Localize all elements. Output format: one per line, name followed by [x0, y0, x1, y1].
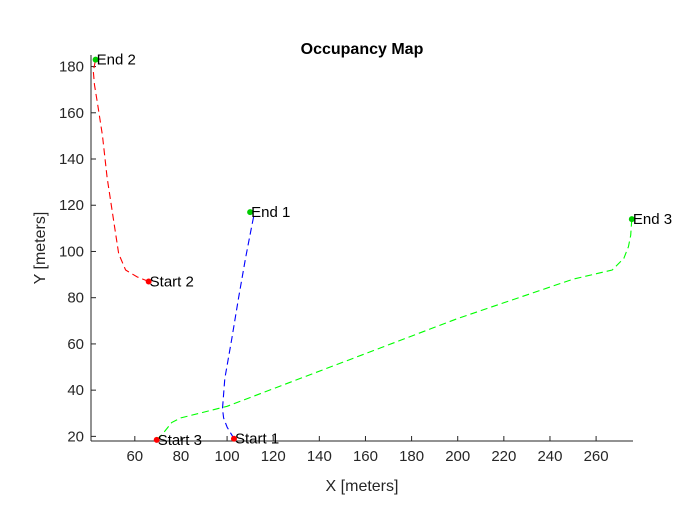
start-end-markers: Start 1 End 1 Start 2 End 2 Start 3 End 3 — [92, 52, 672, 449]
y-tick-label: 180 — [59, 59, 84, 76]
end-3-marker — [628, 216, 635, 223]
trajectory-3-line — [156, 219, 633, 441]
x-tick-label: 140 — [307, 448, 332, 465]
end-2-marker — [92, 56, 99, 63]
start-2-label: Start 2 — [150, 274, 194, 291]
x-tick-label: 80 — [173, 448, 190, 465]
end-1-label: End 1 — [251, 204, 290, 221]
x-tick-label: 240 — [537, 448, 562, 465]
trajectory-2-line — [92, 59, 149, 283]
y-tick-label: 20 — [67, 428, 84, 445]
y-tick-label: 140 — [59, 151, 84, 168]
end-2-label: End 2 — [97, 52, 136, 69]
trajectory-1-line — [221, 211, 255, 439]
x-tick-label: 180 — [399, 448, 424, 465]
start-1-marker — [230, 435, 237, 442]
x-tick-label: 260 — [584, 448, 609, 465]
chart-title: Occupancy Map — [301, 41, 424, 58]
start-3-label: Start 3 — [158, 432, 202, 449]
x-tick-label: 200 — [445, 448, 470, 465]
y-tick-label: 120 — [59, 197, 84, 214]
x-tick-label: 220 — [491, 448, 516, 465]
y-tick-label: 100 — [59, 243, 84, 260]
end-1-marker — [247, 209, 254, 216]
start-2-marker — [145, 278, 152, 285]
y-tick-label: 60 — [67, 336, 84, 353]
x-tick-label: 120 — [261, 448, 286, 465]
x-tick-label: 160 — [353, 448, 378, 465]
trajectories — [92, 59, 633, 441]
x-axis-label: X [meters] — [326, 478, 399, 495]
start-3-marker — [153, 436, 160, 443]
axes: 60 80 100 120 140 160 180 200 220 240 260 20 40 60 80 1… — [59, 55, 633, 465]
x-tick-label: 60 — [126, 448, 143, 465]
start-1-label: Start 1 — [235, 431, 279, 448]
y-tick-label: 40 — [67, 382, 84, 399]
y-axis-label: Y [meters] — [32, 212, 49, 285]
x-tick-label: 100 — [215, 448, 240, 465]
end-3-label: End 3 — [633, 211, 672, 228]
y-tick-label: 80 — [67, 290, 84, 307]
y-tick-label: 160 — [59, 105, 84, 122]
